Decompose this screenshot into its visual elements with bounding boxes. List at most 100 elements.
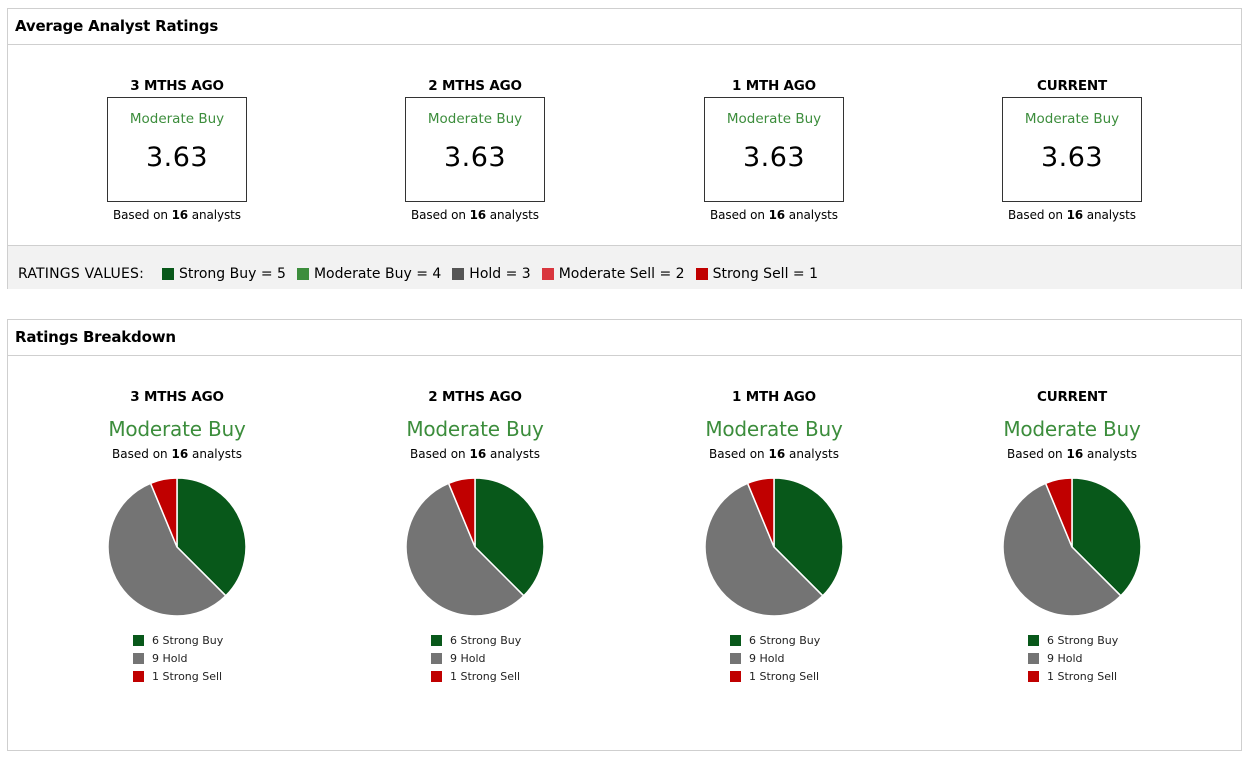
rating-name: Moderate Buy	[406, 417, 544, 441]
moderate-sell-swatch	[541, 267, 554, 280]
analyst-count: 16	[768, 208, 786, 222]
pie-legend: 6 Strong Buy 9 Hold 1 Strong Sell	[719, 631, 829, 685]
pie-svg	[107, 477, 247, 617]
hold-swatch	[452, 267, 465, 280]
panel-title: Average Analyst Ratings	[8, 9, 1241, 45]
rating-score: 3.63	[742, 142, 806, 173]
pie-slice-strong-buy[interactable]	[1071, 477, 1142, 597]
pie-chart[interactable]	[1002, 477, 1142, 617]
rating-box: Moderate Buy 3.63	[704, 97, 844, 202]
legend-item-strong-sell: 1 Strong Sell	[431, 667, 530, 685]
pie-svg	[405, 477, 545, 617]
legend-item-strong-buy: 6 Strong Buy	[1028, 631, 1127, 649]
avg-column-3-mths-ago: 3 MTHS AGO Moderate Buy 3.63 Based on 16…	[57, 78, 297, 222]
pie-slice-strong-buy[interactable]	[773, 477, 844, 597]
legend-swatch	[1028, 670, 1039, 682]
legend-item-strong-sell: 1 Strong Sell	[730, 667, 829, 685]
legend-swatch	[730, 652, 741, 664]
pie-slice-strong-buy[interactable]	[176, 477, 247, 597]
legend-label: 9 Hold	[152, 651, 188, 665]
pie-slice-hold[interactable]	[1002, 482, 1122, 617]
legend-label: 6 Strong Buy	[1047, 633, 1119, 647]
rating-box: Moderate Buy 3.63	[405, 97, 545, 202]
analyst-count: 16	[1066, 447, 1084, 461]
legend-label: 9 Hold	[749, 651, 785, 665]
legend-item-hold: 9 Hold	[431, 649, 530, 667]
legend-swatch	[133, 634, 144, 646]
legend-swatch	[133, 652, 144, 664]
value-item-moderate-buy: Moderate Buy = 4	[296, 266, 441, 282]
legend-swatch	[730, 634, 741, 646]
avg-column-2-mths-ago: 2 MTHS AGO Moderate Buy 3.63 Based on 16…	[355, 78, 595, 222]
rating-name: Moderate Buy	[705, 417, 843, 441]
pie-slice-hold[interactable]	[405, 482, 525, 617]
based-on-text: Based on 16 analysts	[710, 208, 838, 222]
value-item-strong-buy: Strong Buy = 5	[162, 266, 286, 282]
pie-svg	[1002, 477, 1142, 617]
column-label: 2 MTHS AGO	[428, 389, 522, 405]
legend-label: 1 Strong Sell	[152, 669, 223, 683]
avg-column-1-mth-ago: 1 MTH AGO Moderate Buy 3.63 Based on 16 …	[654, 78, 894, 222]
legend-item-strong-buy: 6 Strong Buy	[133, 631, 232, 649]
pie-slice-strong-sell[interactable]	[1044, 477, 1073, 548]
ratings-values-title: RATINGS VALUES:	[18, 265, 145, 282]
column-label: 2 MTHS AGO	[428, 78, 522, 94]
legend-label: 6 Strong Buy	[749, 633, 821, 647]
pie-legend: 6 Strong Buy 9 Hold 1 Strong Sell	[1017, 631, 1127, 685]
column-label: 1 MTH AGO	[732, 78, 816, 94]
rating-box: Moderate Buy 3.63	[1002, 97, 1142, 202]
rating-name: Moderate Buy	[129, 111, 225, 127]
strong-sell-swatch	[695, 267, 708, 280]
rating-score: 3.63	[145, 142, 209, 173]
legend-item-strong-buy: 6 Strong Buy	[730, 631, 829, 649]
legend-item-hold: 9 Hold	[133, 649, 232, 667]
value-item-moderate-sell: Moderate Sell = 2	[541, 266, 685, 282]
legend-swatch	[1028, 652, 1039, 664]
pie-slice-strong-sell[interactable]	[746, 477, 775, 548]
column-label: CURRENT	[1037, 78, 1107, 94]
pie-slice-hold[interactable]	[704, 482, 824, 617]
pie-chart[interactable]	[704, 477, 844, 617]
legend-item-strong-sell: 1 Strong Sell	[133, 667, 232, 685]
legend-label: 6 Strong Buy	[152, 633, 224, 647]
rating-score: 3.63	[443, 142, 507, 173]
breakdown-column-current: CURRENT Moderate Buy Based on 16 analysts 6…	[952, 389, 1192, 685]
based-on-text: Based on 16 analysts	[1007, 447, 1137, 461]
pie-chart[interactable]	[107, 477, 247, 617]
pie-slice-strong-buy[interactable]	[474, 477, 545, 597]
rating-name: Moderate Buy	[1003, 417, 1141, 441]
pie-slice-hold[interactable]	[107, 482, 227, 617]
analyst-count: 16	[171, 208, 189, 222]
based-on-text: Based on 16 analysts	[410, 447, 540, 461]
based-on-text: Based on 16 analysts	[113, 208, 241, 222]
breakdown-column-1-mth-ago: 1 MTH AGO Moderate Buy Based on 16 analyst…	[654, 389, 894, 685]
legend-label: 1 Strong Sell	[749, 669, 820, 683]
panel-title: Ratings Breakdown	[8, 320, 1241, 356]
legend-item-hold: 9 Hold	[730, 649, 829, 667]
legend-item-strong-sell: 1 Strong Sell	[1028, 667, 1127, 685]
column-label: 3 MTHS AGO	[130, 389, 224, 405]
analyst-count: 16	[469, 447, 487, 461]
pie-slice-strong-sell[interactable]	[447, 477, 476, 548]
based-on-text: Based on 16 analysts	[112, 447, 242, 461]
legend-swatch	[1028, 634, 1039, 646]
legend-swatch	[431, 652, 442, 664]
pie-svg	[704, 477, 844, 617]
pie-slice-strong-sell[interactable]	[149, 477, 178, 548]
pie-chart[interactable]	[405, 477, 545, 617]
column-label: 1 MTH AGO	[732, 389, 816, 405]
analyst-count: 16	[171, 447, 189, 461]
analyst-count: 16	[768, 447, 786, 461]
legend-swatch	[133, 670, 144, 682]
legend-label: 1 Strong Sell	[450, 669, 521, 683]
legend-label: 6 Strong Buy	[450, 633, 522, 647]
pie-legend: 6 Strong Buy 9 Hold 1 Strong Sell	[122, 631, 232, 685]
legend-item-strong-buy: 6 Strong Buy	[431, 631, 530, 649]
column-label: 3 MTHS AGO	[130, 78, 224, 94]
rating-name: Moderate Buy	[1024, 111, 1120, 127]
legend-swatch	[431, 634, 442, 646]
rating-name: Moderate Buy	[108, 417, 246, 441]
ratings-breakdown-panel: Ratings Breakdown 3 MTHS AGO Moderate Buy…	[7, 319, 1242, 751]
based-on-text: Based on 16 analysts	[1008, 208, 1136, 222]
analyst-count: 16	[469, 208, 487, 222]
